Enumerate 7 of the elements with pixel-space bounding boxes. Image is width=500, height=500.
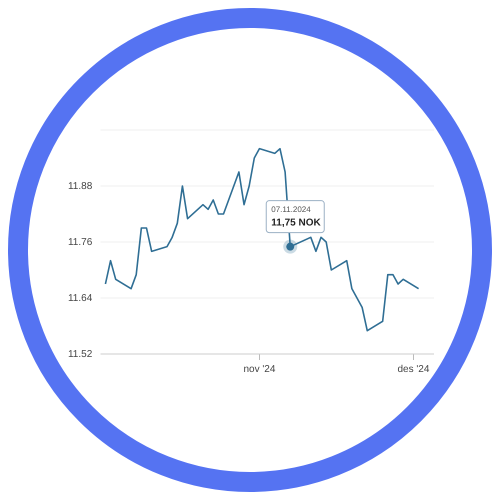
y-tick-label: 11.64 bbox=[68, 292, 93, 304]
y-tick-label: 11.88 bbox=[68, 180, 93, 192]
annotation: 07.11.2024 11,75 NOK bbox=[271, 204, 322, 228]
y-tick-label: 11.52 bbox=[68, 348, 93, 360]
x-tick-label: nov '24 bbox=[243, 364, 276, 375]
x-tick-label: des '24 bbox=[397, 364, 430, 375]
y-tick-label: 11.76 bbox=[68, 236, 93, 248]
